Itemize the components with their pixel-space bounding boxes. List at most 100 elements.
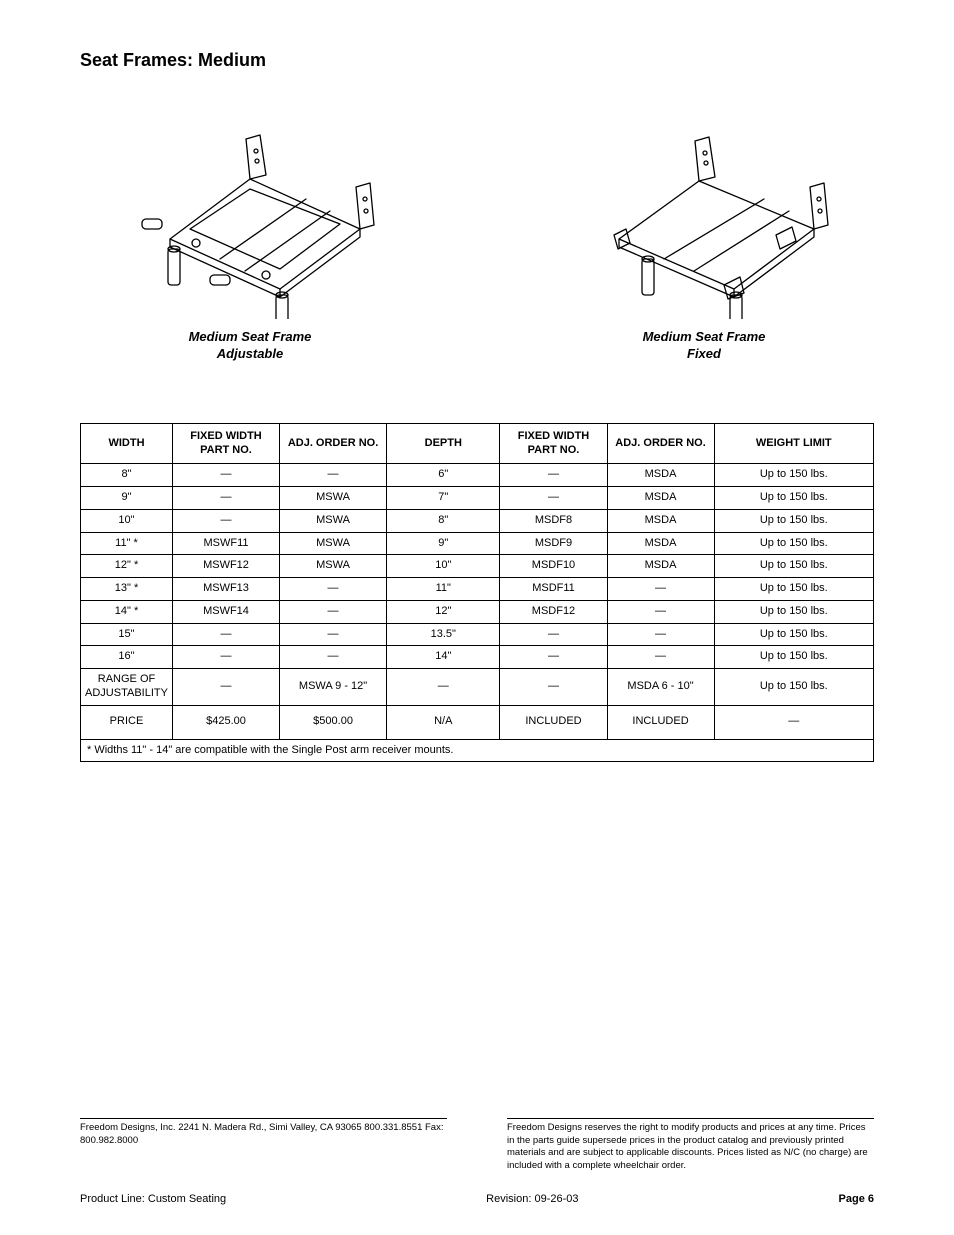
table-row: 8" — — 6" — MSDA Up to 150 lbs. (81, 464, 874, 487)
td: — (280, 578, 387, 601)
td: — (607, 623, 714, 646)
td: 13" * (81, 578, 173, 601)
td: MSWF11 (172, 532, 279, 555)
th: DEPTH (387, 423, 500, 464)
td: — (172, 487, 279, 510)
td: MSWA (280, 555, 387, 578)
td: MSDF9 (500, 532, 607, 555)
td: — (500, 623, 607, 646)
td: MSWA (280, 532, 387, 555)
figure-adjustable: Medium Seat Frame Adjustable (110, 99, 390, 363)
th: ADJ. ORDER NO. (280, 423, 387, 464)
td: Up to 150 lbs. (714, 578, 873, 601)
table-row: 9" — MSWA 7" — MSDA Up to 150 lbs. (81, 487, 874, 510)
td: $425.00 (172, 705, 279, 739)
td: — (500, 669, 607, 706)
td: N/A (387, 705, 500, 739)
figure-fixed: Medium Seat Frame Fixed (564, 99, 844, 363)
th: WIDTH (81, 423, 173, 464)
td: MSDF8 (500, 509, 607, 532)
table-body: 8" — — 6" — MSDA Up to 150 lbs. 9" — MSW… (81, 464, 874, 762)
page-title: Seat Frames: Medium (80, 50, 874, 71)
td: — (500, 646, 607, 669)
td: 8" (81, 464, 173, 487)
td: INCLUDED (500, 705, 607, 739)
footer-left-text: Freedom Designs, Inc. 2241 N. Madera Rd.… (80, 1122, 443, 1146)
revision-label: Revision: 09-26-03 (486, 1193, 578, 1205)
td: MSDA (607, 532, 714, 555)
caption-line: Adjustable (217, 346, 283, 361)
seat-frame-fixed-icon (564, 99, 844, 319)
page: Seat Frames: Medium (0, 0, 954, 1235)
td: MSWA 9 - 12" (280, 669, 387, 706)
td: 11" * (81, 532, 173, 555)
product-line-label: Product Line: Custom Seating (80, 1193, 226, 1205)
td: Up to 150 lbs. (714, 509, 873, 532)
table-row-adjustability: RANGE OF ADJUSTABILITY — MSWA 9 - 12" — … (81, 669, 874, 706)
td: Up to 150 lbs. (714, 487, 873, 510)
td: — (280, 464, 387, 487)
table-row: 10" — MSWA 8" MSDF8 MSDA Up to 150 lbs. (81, 509, 874, 532)
footer-rule (507, 1118, 874, 1119)
td: 12" * (81, 555, 173, 578)
td: Up to 150 lbs. (714, 555, 873, 578)
td: — (280, 600, 387, 623)
td: — (172, 464, 279, 487)
th: FIXED WIDTH PART NO. (172, 423, 279, 464)
td: — (172, 623, 279, 646)
td: 15" (81, 623, 173, 646)
figure-row: Medium Seat Frame Adjustable (80, 99, 874, 363)
figure-fixed-caption: Medium Seat Frame Fixed (643, 329, 766, 363)
td: MSDA 6 - 10" (607, 669, 714, 706)
td: — (387, 669, 500, 706)
td: Up to 150 lbs. (714, 532, 873, 555)
td: 10" (81, 509, 173, 532)
table-header-row: WIDTH FIXED WIDTH PART NO. ADJ. ORDER NO… (81, 423, 874, 464)
td: MSDA (607, 464, 714, 487)
table-footnote-row: * Widths 11" - 14" are compatible with t… (81, 739, 874, 762)
page-footer: Freedom Designs, Inc. 2241 N. Madera Rd.… (80, 1118, 874, 1205)
td: — (280, 646, 387, 669)
td: Up to 150 lbs. (714, 464, 873, 487)
td: $500.00 (280, 705, 387, 739)
td: — (172, 669, 279, 706)
table-row: 13" * MSWF13 — 11" MSDF11 — Up to 150 lb… (81, 578, 874, 601)
footer-left: Freedom Designs, Inc. 2241 N. Madera Rd.… (80, 1118, 447, 1173)
seat-frame-adjustable-icon (110, 99, 390, 319)
td: — (172, 646, 279, 669)
td: Up to 150 lbs. (714, 646, 873, 669)
td: 9" (387, 532, 500, 555)
table-row: 16" — — 14" — — Up to 150 lbs. (81, 646, 874, 669)
td: 14" (387, 646, 500, 669)
td: PRICE (81, 705, 173, 739)
td: 12" (387, 600, 500, 623)
caption-line: Medium Seat Frame (643, 329, 766, 344)
table-row: 12" * MSWF12 MSWA 10" MSDF10 MSDA Up to … (81, 555, 874, 578)
td: Up to 150 lbs. (714, 623, 873, 646)
th: ADJ. ORDER NO. (607, 423, 714, 464)
th: FIXED WIDTH PART NO. (500, 423, 607, 464)
td: 11" (387, 578, 500, 601)
footer-rule (80, 1118, 447, 1119)
td: MSWF12 (172, 555, 279, 578)
th: WEIGHT LIMIT (714, 423, 873, 464)
td: RANGE OF ADJUSTABILITY (81, 669, 173, 706)
footer-bottom: Product Line: Custom Seating Revision: 0… (80, 1193, 874, 1205)
td: — (500, 464, 607, 487)
td: MSDA (607, 555, 714, 578)
td: MSWF13 (172, 578, 279, 601)
td: — (607, 578, 714, 601)
table-footnote: * Widths 11" - 14" are compatible with t… (81, 739, 874, 762)
td: MSDA (607, 487, 714, 510)
spec-table: WIDTH FIXED WIDTH PART NO. ADJ. ORDER NO… (80, 423, 874, 763)
td: 13.5" (387, 623, 500, 646)
td: Up to 150 lbs. (714, 669, 873, 706)
td: Up to 150 lbs. (714, 600, 873, 623)
td: MSWA (280, 509, 387, 532)
table-row-price: PRICE $425.00 $500.00 N/A INCLUDED INCLU… (81, 705, 874, 739)
page-number: Page 6 (839, 1193, 874, 1205)
td: 7" (387, 487, 500, 510)
td: 10" (387, 555, 500, 578)
td: MSDF12 (500, 600, 607, 623)
td: MSDF10 (500, 555, 607, 578)
